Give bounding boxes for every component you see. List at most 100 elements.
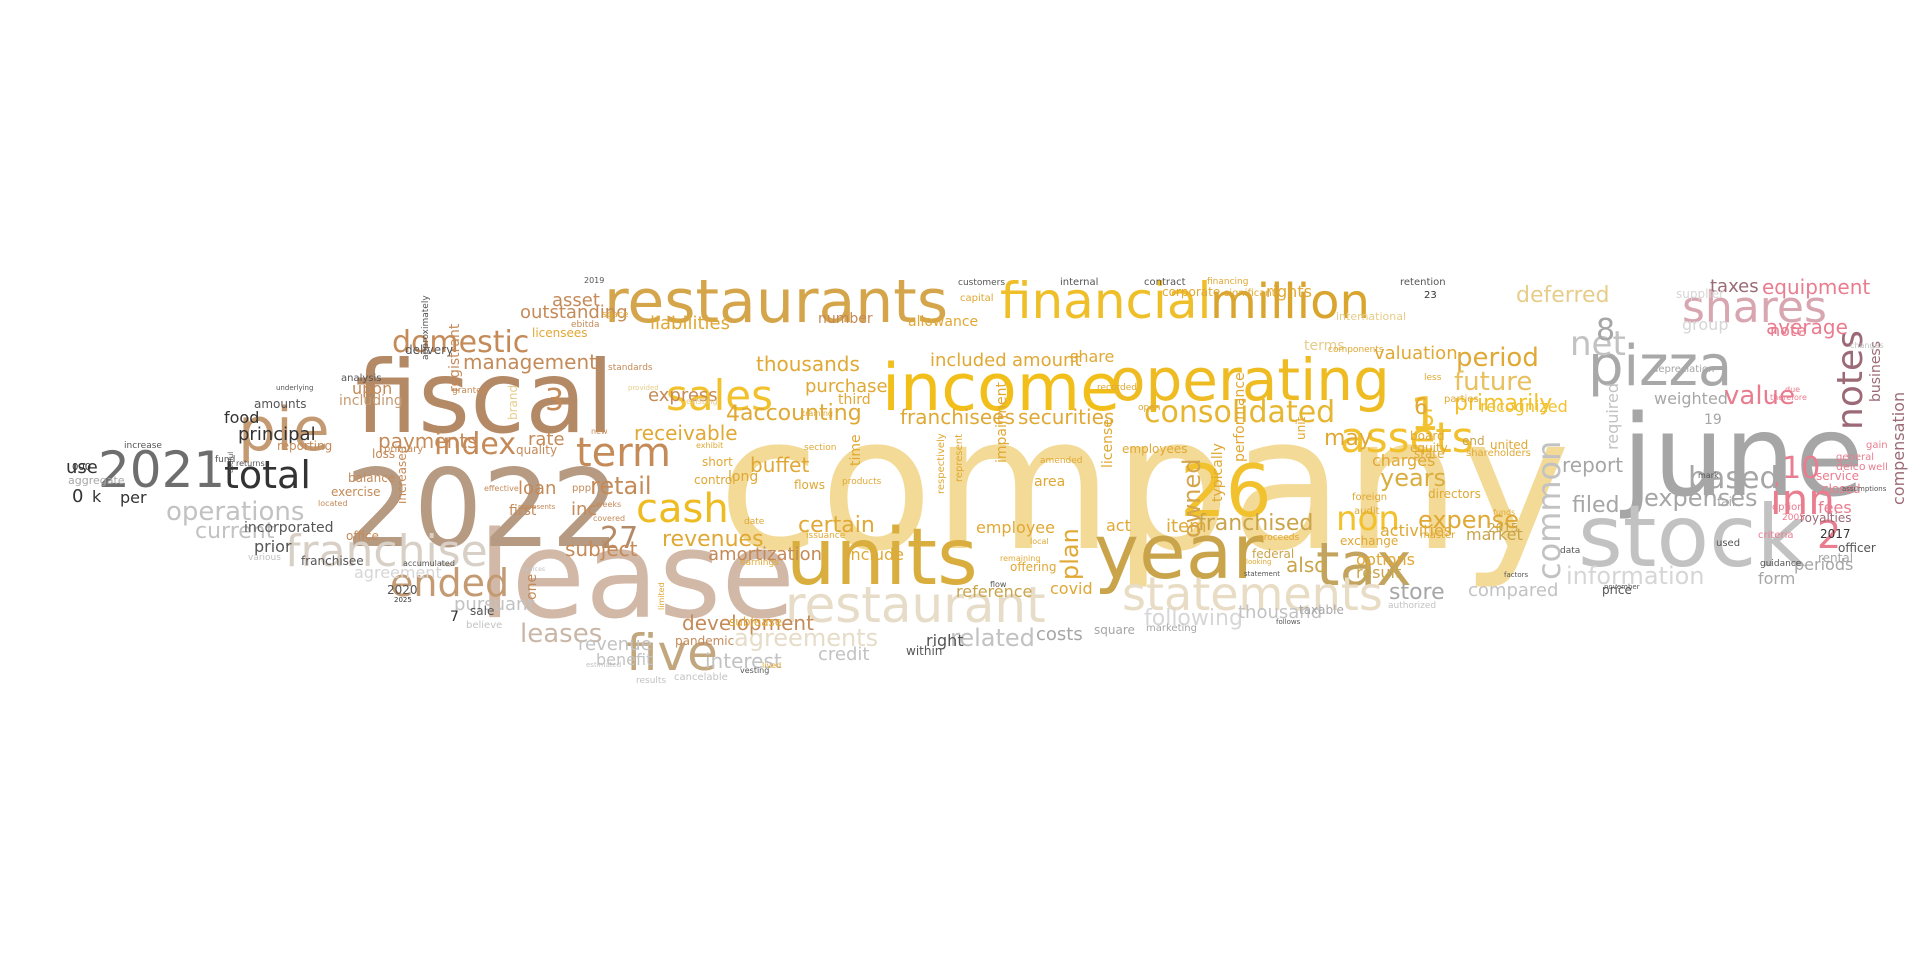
word-franchised: franchised — [1198, 511, 1313, 536]
word-date: date — [744, 517, 765, 527]
word-form: form — [1758, 569, 1795, 588]
word-lease: lease — [478, 507, 795, 646]
word-fiscal: fiscal — [355, 339, 614, 456]
word-flows: flows — [794, 478, 825, 492]
word-amount: amount — [1012, 350, 1081, 371]
word-statements: statements — [1122, 567, 1383, 621]
word-payments: payments — [378, 429, 478, 453]
word-also: also — [1286, 553, 1326, 577]
word-operating: operating — [1110, 346, 1390, 414]
word-liabilities: liabilities — [650, 313, 730, 334]
word-guidance: guidance — [1760, 559, 1802, 569]
word-activities: activities — [1380, 521, 1452, 540]
word-international: international — [1336, 310, 1406, 323]
word-period: period — [1456, 343, 1539, 373]
word-first: first — [509, 503, 537, 519]
word-option: option — [1772, 502, 1804, 513]
word-10: 10 — [1782, 451, 1820, 486]
word-aggregate: aggregate — [68, 474, 125, 487]
word-stock: stock — [1578, 487, 1806, 587]
word-performance: performance — [1232, 372, 1248, 462]
word-recognized: recognized — [1480, 397, 1568, 416]
word-information: information — [1566, 562, 1705, 590]
word-19: 19 — [1704, 412, 1722, 428]
word-authorized: authorized — [1388, 601, 1436, 611]
word-included: included — [930, 350, 1007, 371]
word-rights: rights — [1266, 282, 1312, 301]
word-local: local — [1030, 537, 1049, 546]
word-allowance: allowance — [908, 314, 978, 330]
word-covid: covid — [1050, 579, 1093, 598]
word-2015: 2015 — [1488, 521, 1519, 535]
word-non: non — [1336, 499, 1400, 539]
word-market: market — [1466, 525, 1523, 544]
word-purchase: purchase — [805, 376, 888, 397]
word-2005: 2005 — [1782, 513, 1805, 523]
word-agreements: agreements — [734, 624, 878, 652]
word-options: options — [1356, 550, 1415, 569]
word-training: training — [802, 409, 833, 418]
word-asset: asset — [552, 290, 600, 311]
word-related: related — [950, 624, 1035, 652]
word-internal: internal — [1060, 277, 1098, 288]
word-long: long — [728, 469, 758, 485]
word-subject: subject — [565, 537, 638, 561]
word-marketing: marketing — [1146, 623, 1197, 634]
word-covered: covered — [593, 514, 625, 523]
word-delivery: delivery — [405, 343, 453, 357]
word-expense: expense — [1418, 506, 1519, 534]
word-five: five — [626, 624, 718, 682]
word-typically: typically — [1210, 443, 1226, 502]
word-issuance: issuance — [806, 531, 846, 541]
word-used: used — [1716, 538, 1740, 549]
word-increase: increase — [124, 441, 162, 451]
word-000: 000 — [72, 462, 91, 473]
word-deferred: deferred — [1516, 283, 1610, 308]
word-number: number — [818, 311, 873, 327]
word-components: components — [1328, 345, 1384, 355]
word-interest: interest — [705, 649, 782, 673]
word-area: area — [1034, 474, 1065, 490]
word-square: square — [1094, 623, 1135, 637]
word-amended: amended — [1040, 456, 1083, 466]
word-1: 1 — [1410, 387, 1439, 441]
word-loan: loan — [518, 478, 556, 499]
word-sale: sale — [470, 604, 494, 618]
word-ppp: ppp — [572, 483, 591, 494]
word-principal: principal — [238, 424, 316, 445]
word-master: master — [1420, 530, 1456, 541]
word-flow: flow — [990, 580, 1007, 589]
word-reporting: reporting — [277, 439, 332, 453]
word-vesting: vesting — [740, 666, 769, 675]
word-prior: prior — [254, 537, 292, 556]
word-supplier: supplier — [1676, 287, 1724, 301]
word-approximately: approximately — [421, 295, 431, 360]
word-compensation: compensation — [1889, 392, 1908, 505]
word-franchisee: franchisee — [301, 554, 364, 568]
word-one: one — [524, 574, 540, 600]
word-reference: reference — [956, 582, 1032, 601]
word-owned: owned — [1178, 458, 1206, 538]
word-amounts: amounts — [254, 397, 307, 411]
word-cash: cash — [636, 486, 729, 532]
word-lived: lived — [762, 661, 781, 670]
word-pursuant: pursuant — [454, 594, 535, 615]
word-27: 27 — [600, 521, 638, 556]
word-2: 2 — [1817, 513, 1841, 557]
word-tax: tax — [1316, 530, 1412, 600]
word-increased: increased — [395, 446, 409, 504]
word-plan: plan — [1056, 528, 1084, 580]
word-state: state — [1414, 447, 1444, 461]
word-may: may — [1324, 426, 1372, 451]
word-year: year — [1094, 507, 1264, 596]
word-outstanding: outstanding — [520, 302, 628, 323]
word-accounting: accounting — [740, 401, 862, 426]
word-incorporated: incorporated — [244, 520, 334, 536]
word-2017: 2017 — [1820, 527, 1851, 541]
word-terms: terms — [1304, 338, 1345, 354]
word-total: total — [224, 453, 311, 497]
word-provided: provided — [628, 384, 659, 392]
word-based: based — [1688, 461, 1779, 496]
word-follows: follows — [1276, 618, 1301, 626]
